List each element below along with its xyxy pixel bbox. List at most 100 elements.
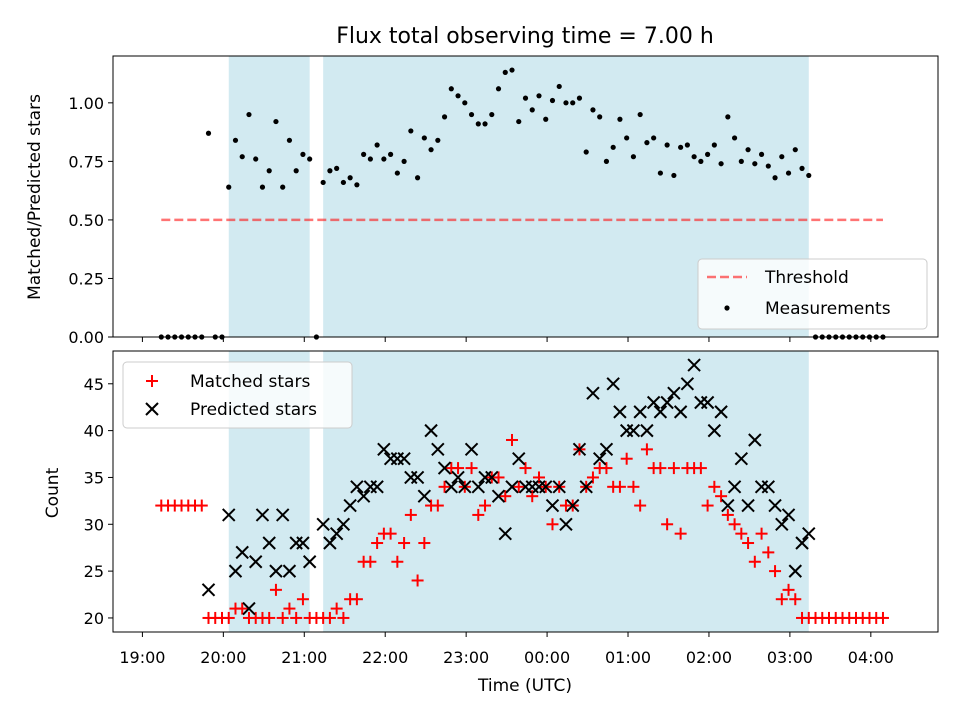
measurement-point bbox=[266, 168, 272, 174]
measurement-point bbox=[307, 156, 313, 162]
y-tick-label: 0.50 bbox=[68, 211, 104, 230]
predicted-star-point bbox=[633, 405, 647, 419]
matched-star-point bbox=[715, 490, 728, 503]
predicted-star-point bbox=[491, 489, 506, 503]
measurement-point bbox=[624, 135, 630, 141]
predicted-star-point bbox=[249, 555, 263, 569]
bottom-y-axis-label: Count bbox=[43, 467, 63, 518]
measurement-point bbox=[563, 100, 569, 106]
measurement-point bbox=[603, 158, 610, 164]
measurement-point bbox=[495, 86, 502, 92]
matched-star-point bbox=[742, 537, 755, 550]
bottom-legend: Matched stars Predicted stars bbox=[122, 361, 353, 429]
measurement-point bbox=[583, 149, 589, 155]
matched-star-point bbox=[613, 480, 626, 493]
predicted-star-point bbox=[275, 508, 290, 522]
measurement-point bbox=[327, 168, 333, 174]
chart-title: Flux total observing time = 7.00 h bbox=[336, 24, 714, 49]
measurement-point bbox=[590, 107, 596, 113]
predicted-star-point bbox=[727, 480, 742, 494]
predicted-star-point bbox=[572, 442, 587, 457]
measurement-point bbox=[529, 107, 535, 113]
x-tick-label: 21:00 bbox=[281, 648, 327, 667]
matched-star-point bbox=[512, 480, 525, 493]
measurement-point bbox=[340, 179, 346, 186]
predicted-star-point bbox=[721, 498, 735, 513]
y-tick-label: 0.00 bbox=[68, 328, 104, 347]
top-plot-marks bbox=[158, 67, 886, 340]
predicted-star-point bbox=[458, 480, 472, 494]
predicted-star-point bbox=[687, 358, 701, 372]
measurement-point bbox=[516, 118, 522, 125]
measurement-point bbox=[435, 137, 441, 143]
y-tick-label: 0.75 bbox=[68, 152, 104, 171]
matched-star-point bbox=[411, 574, 424, 587]
matched-star-point bbox=[323, 611, 336, 624]
measurement-point bbox=[421, 135, 427, 141]
measurement-point bbox=[718, 161, 724, 167]
top-legend: Threshold Measurements bbox=[697, 258, 928, 330]
measurement-point bbox=[361, 151, 367, 157]
legend-matched-swatch bbox=[146, 375, 158, 387]
measurement-point bbox=[725, 114, 731, 120]
measurement-point bbox=[475, 121, 481, 127]
predicted-star-point bbox=[505, 480, 519, 494]
measurement-point bbox=[651, 135, 657, 141]
predicted-star-point bbox=[599, 442, 614, 457]
predicted-star-point bbox=[802, 526, 816, 541]
measurement-point bbox=[441, 114, 448, 120]
predicted-star-point bbox=[512, 452, 526, 466]
x-axis: 19:00 20:00 21:00 22:00 23:00 00:00 01:00 02:00… bbox=[119, 337, 894, 667]
top-plot-frame bbox=[112, 55, 939, 338]
matched-star-point bbox=[364, 555, 377, 568]
predicted-star-point bbox=[255, 508, 270, 522]
matched-star-point bbox=[438, 480, 451, 493]
measurement-point bbox=[381, 156, 387, 162]
measurement-point bbox=[664, 142, 670, 148]
matched-star-point bbox=[404, 508, 417, 521]
y-tick-label: 25 bbox=[84, 562, 104, 581]
matched-star-point bbox=[350, 593, 363, 606]
matched-star-point bbox=[789, 593, 802, 606]
predicted-star-point bbox=[680, 377, 695, 391]
predicted-star-point bbox=[329, 526, 344, 541]
matched-star-point bbox=[755, 527, 768, 540]
predicted-star-point bbox=[316, 517, 330, 531]
measurement-point bbox=[394, 170, 400, 176]
predicted-star-point bbox=[552, 480, 566, 494]
bottom-panel: 20 25 30 35 40 45 19:00 20:00 21:00 22:00 23:00 00… bbox=[43, 337, 939, 696]
measurement-point bbox=[428, 147, 434, 153]
predicted-star-point bbox=[498, 526, 512, 541]
matched-star-point bbox=[290, 611, 303, 624]
matched-star-point bbox=[391, 555, 404, 568]
predicted-star-point bbox=[356, 489, 371, 503]
matched-star-point bbox=[721, 508, 734, 521]
predicted-star-point bbox=[566, 498, 580, 513]
predicted-star-point bbox=[377, 442, 391, 457]
measurement-point bbox=[617, 116, 623, 122]
x-tick-label: 01:00 bbox=[605, 648, 651, 667]
predicted-star-point bbox=[592, 452, 607, 466]
legend-matched-label: Matched stars bbox=[190, 372, 310, 392]
measurement-point bbox=[543, 116, 549, 122]
measurement-point bbox=[408, 128, 414, 134]
legend-threshold-label: Threshold bbox=[764, 268, 849, 288]
matched-star-point bbox=[600, 462, 613, 475]
predicted-star-point bbox=[646, 395, 661, 410]
y-tick-label: 1.00 bbox=[68, 94, 104, 113]
measurement-point bbox=[239, 154, 245, 160]
observing-window-band bbox=[323, 351, 809, 632]
matched-star-point bbox=[640, 443, 653, 456]
x-tick-label: 19:00 bbox=[119, 648, 165, 667]
bottom-legend-box bbox=[122, 361, 353, 429]
predicted-star-point bbox=[606, 377, 620, 391]
matched-star-point bbox=[296, 593, 309, 606]
measurement-point bbox=[354, 182, 360, 188]
top-y-axis-label: Matched/Predicted stars bbox=[25, 94, 45, 300]
predicted-star-point bbox=[302, 555, 317, 569]
measurement-point bbox=[705, 151, 711, 157]
predicted-star-point bbox=[788, 564, 802, 578]
predicted-star-point bbox=[781, 508, 796, 522]
measurement-point bbox=[657, 170, 663, 176]
x-tick-label: 22:00 bbox=[362, 648, 408, 667]
